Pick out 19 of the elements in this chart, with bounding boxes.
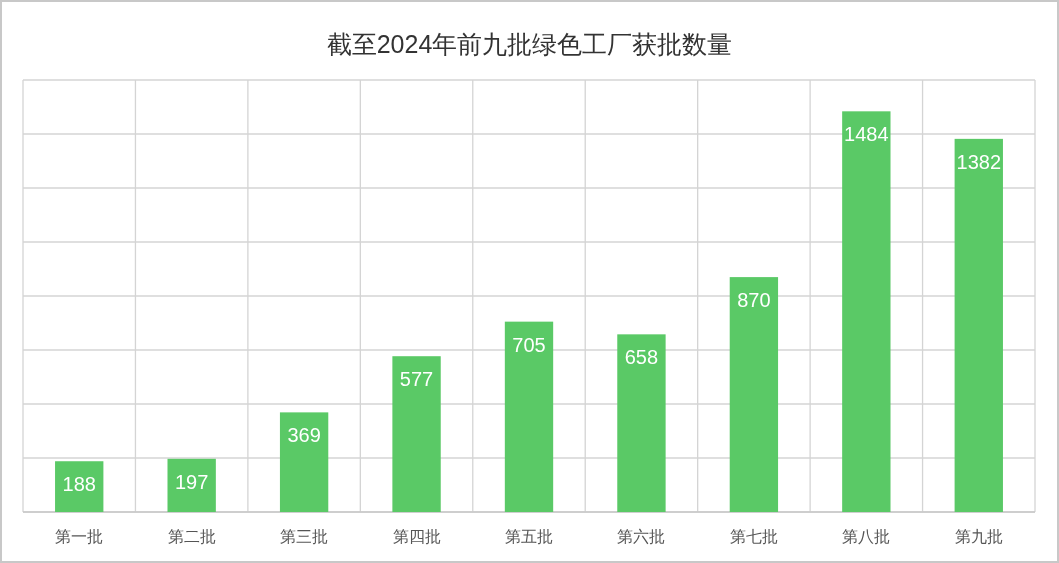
x-tick-label: 第九批 [954, 528, 1003, 545]
x-tick-label: 第七批 [729, 528, 778, 545]
x-tick-label: 第六批 [617, 528, 666, 545]
data-label: 188 [62, 473, 96, 496]
data-label: 197 [175, 470, 209, 493]
data-label: 1484 [844, 123, 889, 146]
x-tick-label: 第五批 [505, 528, 553, 545]
data-label: 369 [287, 424, 321, 447]
x-tick-label: 第四批 [392, 528, 441, 545]
x-tick-label: 第二批 [167, 528, 216, 545]
x-tick-label: 第三批 [280, 528, 329, 545]
data-label: 705 [512, 333, 546, 356]
title: 截至2024年前九批绿色工厂获批数量 [326, 30, 733, 58]
x-tick-label: 第八批 [842, 528, 891, 545]
data-label: 658 [624, 346, 659, 369]
data-label: 870 [737, 289, 771, 312]
data-label: 577 [399, 368, 434, 391]
x-tick-label: 第一批 [55, 528, 104, 545]
data-label: 1382 [956, 150, 1002, 173]
